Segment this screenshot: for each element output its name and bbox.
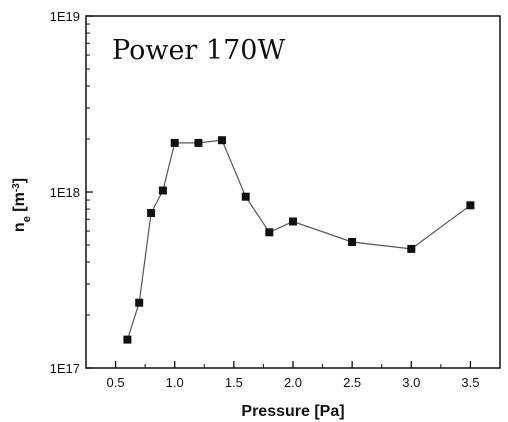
y-axis-ticks: 1E17 1E18 1E19: [50, 9, 93, 376]
data-point: [265, 228, 274, 237]
y-tick-label: 1E17: [50, 361, 80, 376]
x-tick-label: 2.0: [284, 375, 302, 390]
x-tick-label: 2.5: [343, 375, 361, 390]
x-tick-label: 3.0: [402, 375, 420, 390]
y-axis-title-subscript: e: [21, 216, 33, 222]
data-point: [135, 298, 144, 307]
y-axis-title-superscript: -3: [11, 183, 22, 192]
y-tick-label: 1E18: [50, 185, 80, 200]
y-tick-label: 1E19: [50, 9, 80, 24]
x-tick-label: 0.5: [107, 375, 125, 390]
data-point: [170, 138, 179, 147]
data-point: [158, 186, 167, 195]
y-axis-title-main: n: [11, 222, 28, 232]
data-point: [289, 217, 297, 226]
chart-annotation: Power 170W: [112, 35, 285, 66]
series-line: [126, 139, 471, 340]
y-axis-title-unit: [m: [11, 192, 28, 216]
data-point: [466, 201, 475, 210]
series-markers: [123, 136, 475, 344]
data-point: [194, 138, 203, 147]
data-point: [123, 335, 132, 344]
data-point: [241, 192, 250, 201]
plot-frame: [85, 15, 501, 369]
x-axis-title: Pressure [Pa]: [241, 403, 344, 420]
x-tick-label: 1.5: [225, 375, 243, 390]
data-point: [218, 136, 226, 145]
y-axis-title-close: ]: [11, 178, 28, 183]
y-axis-title: ne [m-3]: [11, 178, 34, 232]
x-axis-ticks: 0.5 1.0 1.5 2.0 2.5 3.0 3.5: [107, 361, 479, 390]
data-point: [147, 209, 156, 217]
data-point: [407, 244, 416, 253]
data-point: [348, 238, 357, 246]
x-tick-label: 3.5: [461, 375, 479, 390]
x-tick-label: 1.0: [166, 375, 184, 390]
